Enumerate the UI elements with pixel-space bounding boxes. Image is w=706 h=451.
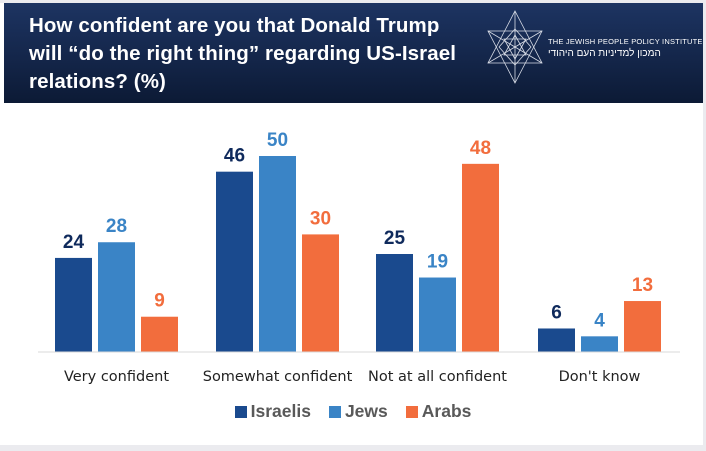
bar-israelis-1: [216, 171, 253, 352]
star-of-david-icon: [487, 10, 543, 84]
bar-arabs-2: [462, 163, 499, 352]
logo-text-hebrew: המכון למדיניות העם היהודי: [548, 48, 661, 59]
bar-jews-3: [581, 336, 618, 352]
data-label-israelis-3: 6: [551, 302, 562, 323]
data-label-arabs-3: 13: [632, 275, 653, 296]
category-label: Don't know: [559, 369, 641, 385]
data-label-israelis-1: 46: [224, 146, 245, 167]
legend: Israelis Jews Arabs: [0, 401, 706, 422]
legend-item-israelis: Israelis: [234, 401, 311, 422]
legend-label: Jews: [344, 401, 388, 421]
category-label: Not at all confident: [368, 369, 507, 385]
category-label: Very confident: [64, 369, 169, 385]
data-label-jews-1: 50: [267, 130, 288, 151]
header-banner: How confident are you that Donald Trump …: [4, 3, 703, 103]
data-label-israelis-2: 25: [384, 228, 406, 249]
data-label-jews-3: 4: [594, 310, 605, 331]
bar-jews-0: [98, 242, 135, 352]
bar-arabs-3: [624, 301, 661, 352]
data-label-arabs-2: 48: [470, 138, 491, 159]
data-label-jews-2: 19: [427, 252, 448, 273]
chart-frame: How confident are you that Donald Trump …: [0, 3, 703, 445]
category-label: Somewhat confident: [203, 369, 353, 385]
bar-arabs-0: [141, 316, 178, 352]
legend-swatch: [328, 405, 341, 418]
bar-chart: 24 28 9 46 50 30 25 19 48 6 4 13 Very confident Some…: [38, 130, 680, 385]
data-label-israelis-0: 24: [63, 232, 85, 253]
bar-israelis-3: [538, 328, 575, 352]
data-label-arabs-0: 9: [154, 291, 165, 312]
legend-label: Arabs: [421, 401, 472, 421]
bar-arabs-1: [302, 234, 339, 352]
legend-swatch: [405, 405, 418, 418]
legend-item-arabs: Arabs: [405, 401, 472, 422]
legend-label: Israelis: [250, 401, 311, 421]
logo-text-english: THE JEWISH PEOPLE POLICY INSTITUTE: [548, 37, 703, 46]
data-label-jews-0: 28: [106, 216, 127, 237]
bar-jews-1: [259, 156, 296, 352]
chart-title: How confident are you that Donald Trump …: [29, 14, 457, 93]
legend-item-jews: Jews: [328, 401, 388, 422]
data-label-arabs-1: 30: [310, 208, 331, 229]
legend-swatch: [234, 405, 247, 418]
bar-israelis-2: [376, 254, 413, 352]
jppi-logo: THE JEWISH PEOPLE POLICY INSTITUTE המכון…: [484, 7, 702, 87]
bar-jews-2: [419, 277, 456, 352]
bar-israelis-0: [55, 257, 92, 352]
